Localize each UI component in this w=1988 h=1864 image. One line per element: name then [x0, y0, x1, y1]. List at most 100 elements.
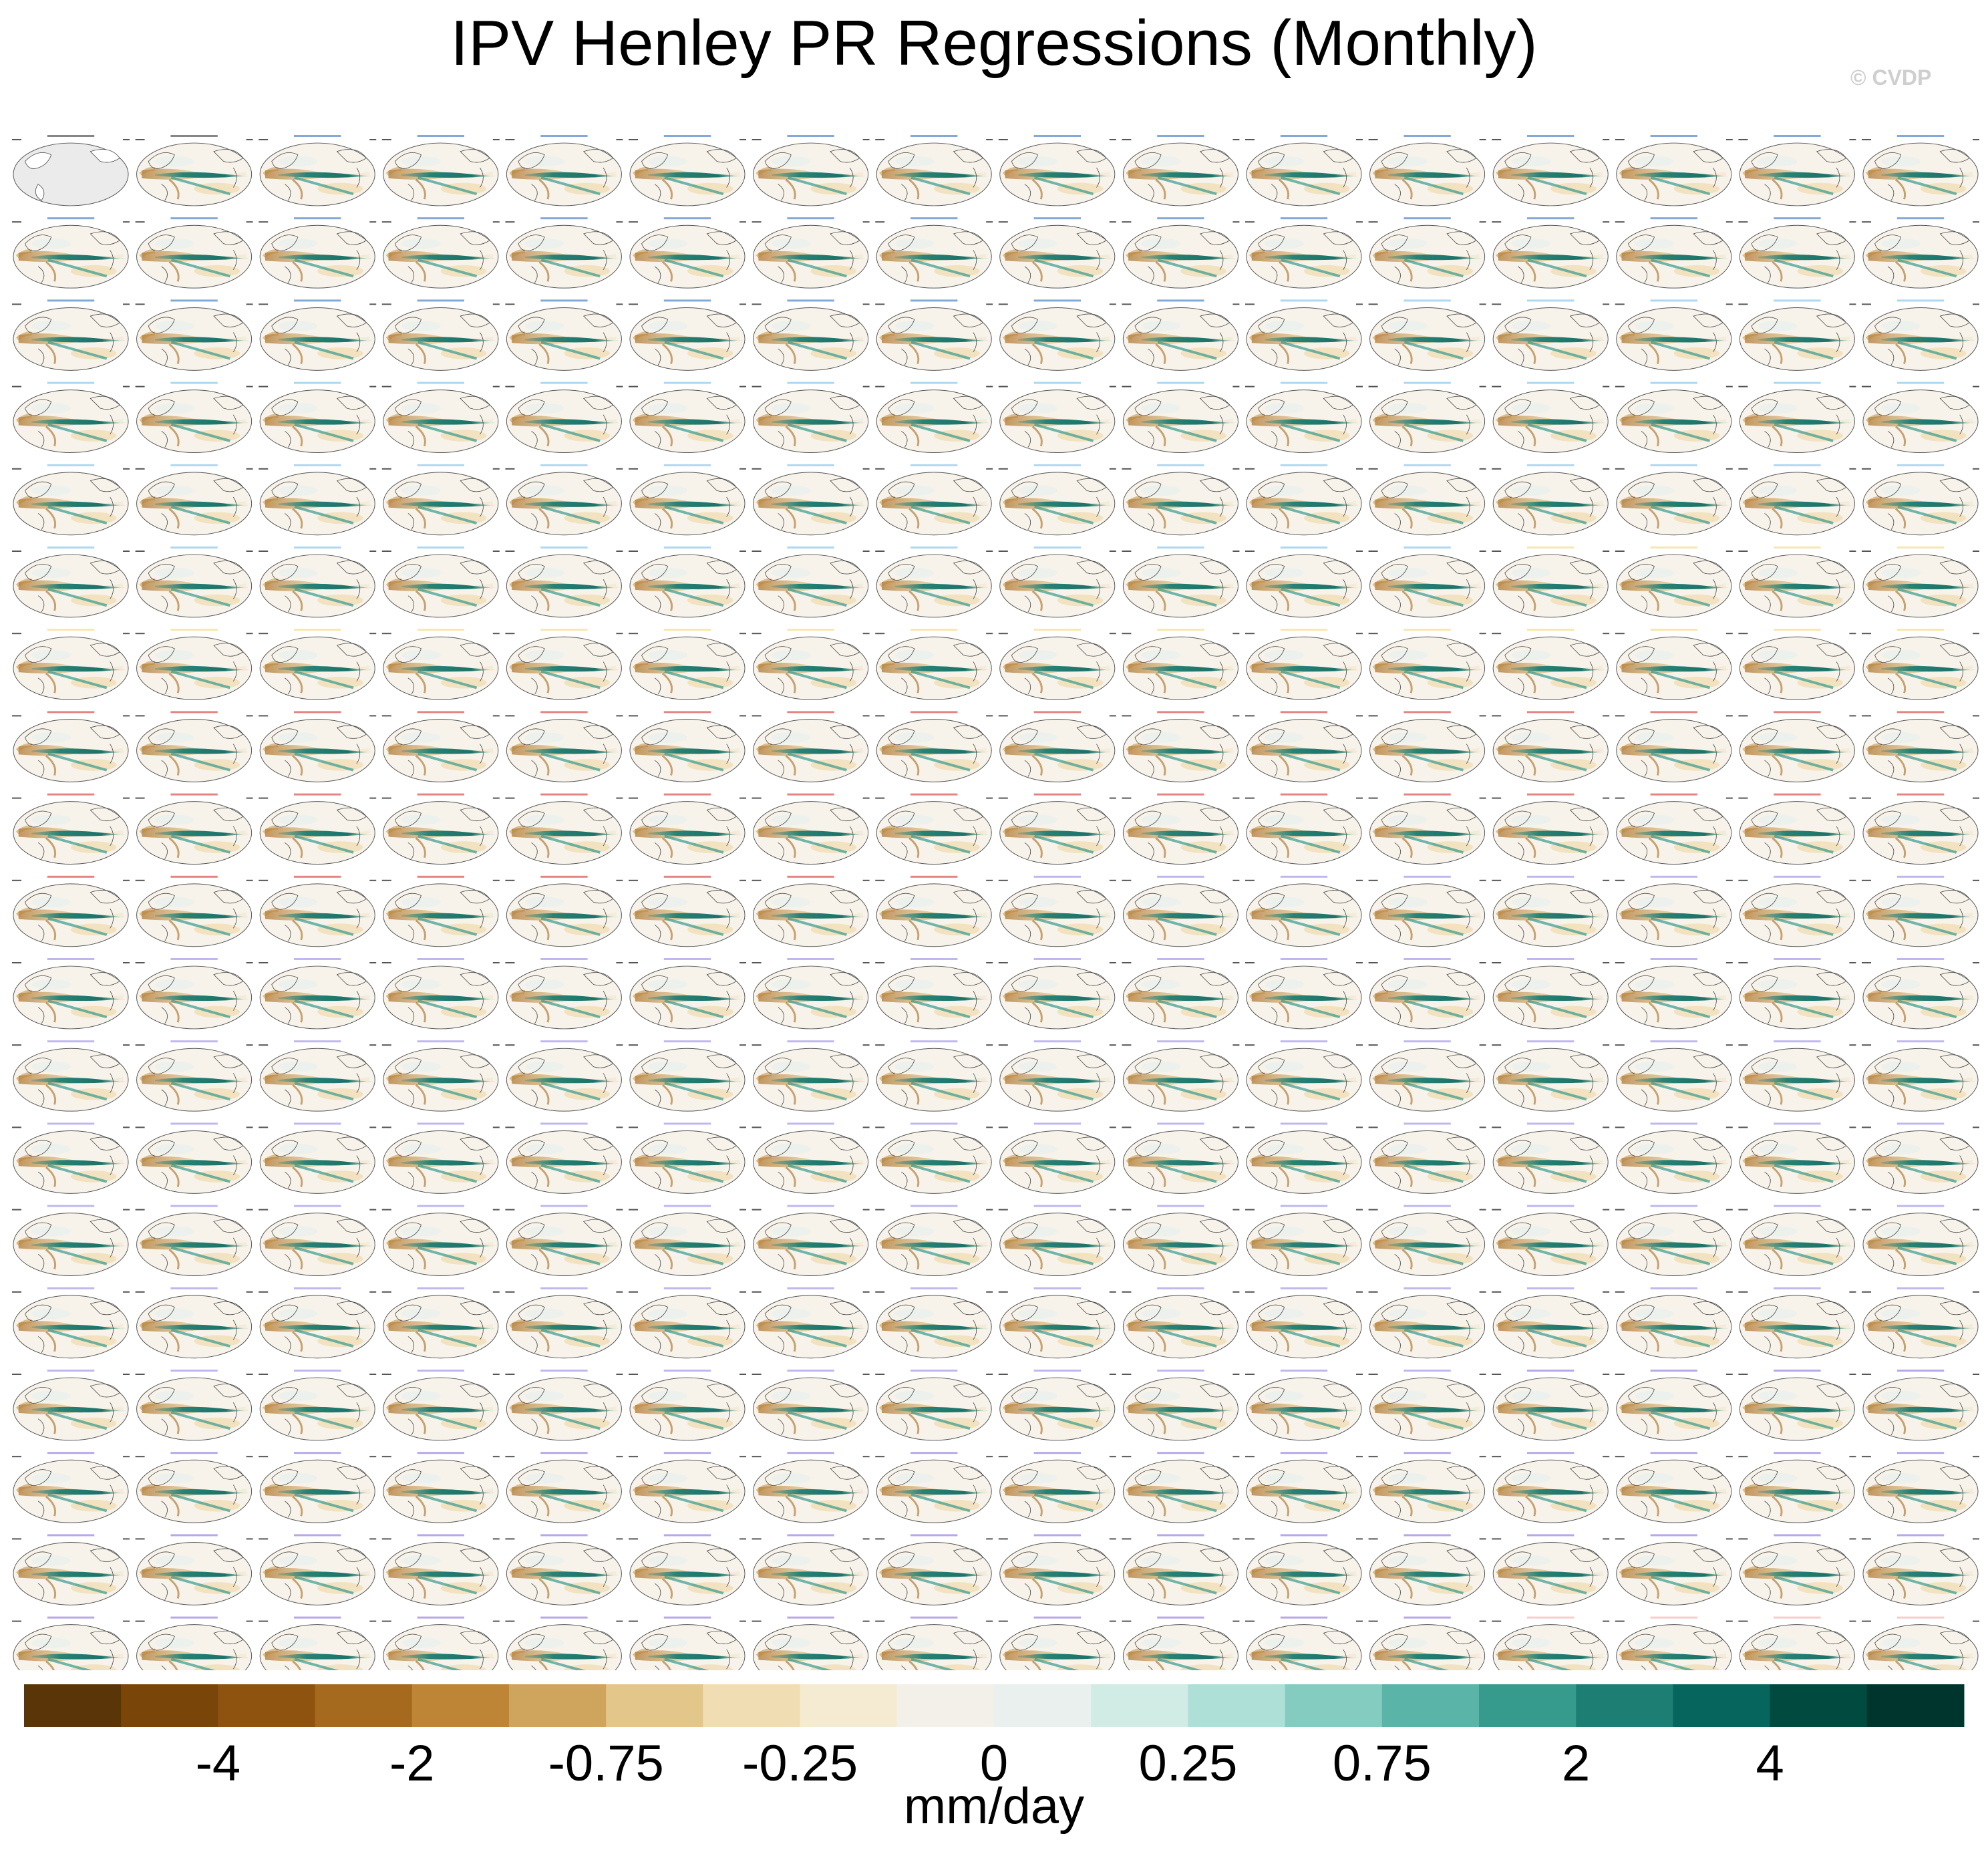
regression-map-panel	[12, 711, 130, 782]
panel-correlation-mark	[616, 551, 623, 552]
panel-period-mark	[1492, 715, 1502, 717]
panel-title-mark	[47, 1205, 95, 1207]
regression-map-panel	[1245, 1287, 1363, 1358]
panel-period-mark	[998, 385, 1008, 387]
panel-title-mark	[47, 629, 95, 631]
panel-correlation-mark	[986, 1620, 993, 1622]
regression-map-panel	[1738, 217, 1856, 288]
panel-period-mark	[1368, 221, 1378, 223]
regression-map-panel	[1369, 958, 1486, 1029]
regression-map-panel	[999, 1452, 1116, 1523]
panel-correlation-mark	[492, 1209, 500, 1211]
panel-correlation-mark	[1849, 1456, 1856, 1458]
panel-correlation-mark	[1232, 468, 1240, 470]
panel-correlation-mark	[1232, 385, 1240, 387]
panel-period-mark	[875, 1374, 885, 1375]
regression-map-panel	[999, 135, 1116, 206]
panel-correlation-mark	[1603, 221, 1610, 223]
regression-map-panel	[381, 1534, 500, 1605]
panel-period-mark	[1738, 1044, 1748, 1046]
panel-correlation-mark	[1479, 633, 1486, 635]
panel-period-mark	[12, 1291, 21, 1293]
panel-title-mark	[1527, 793, 1575, 796]
panel-period-mark	[875, 385, 885, 387]
panel-period-mark	[998, 715, 1008, 717]
panel-correlation-mark	[246, 1538, 253, 1540]
regression-map-panel	[259, 1534, 377, 1605]
panel-title-mark	[1280, 135, 1328, 137]
panel-title-mark	[910, 1534, 958, 1537]
panel-title-mark	[170, 1452, 218, 1454]
panel-period-mark	[752, 1209, 762, 1211]
panel-title-mark	[1774, 1370, 1821, 1372]
panel-period-mark	[752, 139, 762, 140]
panel-correlation-mark	[1232, 1456, 1240, 1458]
panel-period-mark	[135, 879, 145, 881]
panel-period-mark	[259, 468, 269, 470]
panel-period-mark	[1615, 715, 1625, 717]
panel-correlation-mark	[1725, 1374, 1733, 1375]
panel-correlation-mark	[246, 962, 253, 963]
panel-title-mark	[787, 629, 834, 631]
regression-map-panel	[1615, 464, 1733, 535]
panel-title-mark	[294, 793, 341, 796]
regression-map-panel	[752, 1287, 870, 1358]
panel-period-mark	[1245, 139, 1255, 140]
panel-title-mark	[663, 217, 711, 220]
panel-correlation-mark	[123, 879, 130, 881]
regression-map-panel	[999, 629, 1116, 700]
panel-title-mark	[663, 1534, 711, 1537]
regression-map-panel	[1738, 1534, 1856, 1605]
panel-period-mark	[381, 1538, 391, 1540]
regression-map-panel	[999, 1534, 1116, 1605]
panel-title-mark	[1527, 217, 1575, 220]
panel-title-mark	[1403, 299, 1451, 302]
panel-period-mark	[1368, 633, 1378, 635]
regression-map-panel	[1245, 793, 1363, 865]
regression-map-panel	[999, 1370, 1116, 1440]
panel-period-mark	[12, 715, 21, 717]
panel-correlation-mark	[1849, 1291, 1856, 1293]
regression-map-panel	[381, 1452, 500, 1523]
panel-correlation-mark	[246, 139, 253, 140]
panel-title-mark	[663, 1122, 711, 1125]
regression-map-panel	[1492, 711, 1609, 782]
panel-period-mark	[629, 879, 638, 881]
panel-correlation-mark	[1849, 139, 1856, 140]
panel-title-mark	[294, 381, 341, 384]
regression-map-panel	[1122, 958, 1240, 1029]
panel-correlation-mark	[1232, 1126, 1240, 1128]
regression-map-panel	[259, 1040, 377, 1111]
colorbar-box	[896, 1684, 995, 1727]
regression-map-panel	[381, 1616, 500, 1670]
panel-correlation-mark	[369, 1374, 377, 1375]
regression-map-panel	[752, 875, 870, 947]
panel-title-mark	[1650, 217, 1697, 220]
regression-map-panel	[1369, 1616, 1486, 1670]
panel-period-mark	[12, 1209, 21, 1211]
regression-map-panel	[1615, 1040, 1733, 1111]
regression-map-panel	[875, 1616, 993, 1670]
panel-correlation-mark	[246, 551, 253, 552]
panel-correlation-mark	[1973, 1044, 1979, 1046]
panel-title-mark	[1774, 1205, 1821, 1207]
regression-map-panel	[259, 381, 377, 453]
panel-period-mark	[1492, 797, 1502, 799]
panel-period-mark	[629, 303, 638, 305]
regression-map-panel	[1615, 1370, 1733, 1440]
panel-period-mark	[875, 633, 885, 635]
panel-title-mark	[1280, 711, 1328, 714]
regression-map-panel	[1738, 1616, 1856, 1670]
panel-period-mark	[629, 385, 638, 387]
panel-title-mark	[1650, 1534, 1697, 1537]
panel-title-mark	[1774, 1122, 1821, 1125]
panel-period-mark	[1615, 303, 1625, 305]
panel-period-mark	[505, 551, 515, 552]
panel-title-mark	[1280, 1452, 1328, 1454]
panel-correlation-mark	[986, 715, 993, 717]
panel-title-mark	[1527, 1205, 1575, 1207]
panel-title-mark	[910, 711, 958, 714]
panel-period-mark	[1492, 1620, 1502, 1622]
panel-period-mark	[1738, 797, 1748, 799]
panel-correlation-mark	[492, 221, 500, 223]
